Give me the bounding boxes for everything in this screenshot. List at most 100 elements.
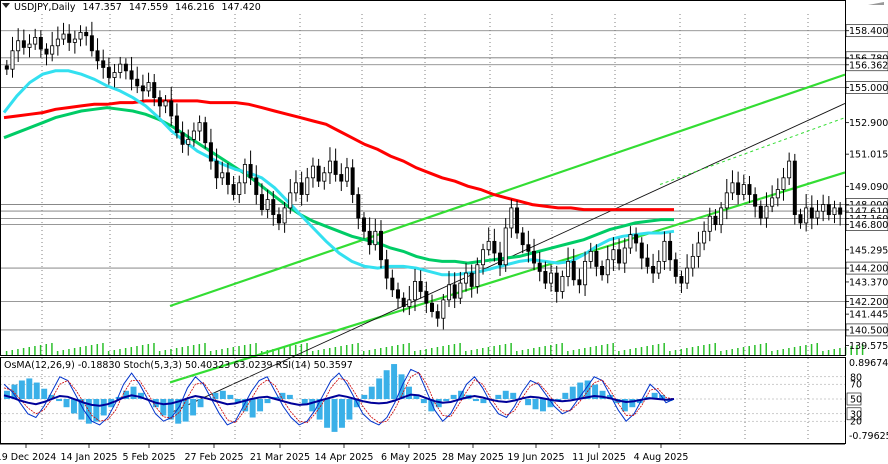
osma-bar [115,396,122,399]
volume-bar [317,350,320,355]
moving-averages [2,69,675,277]
candle-body [753,194,758,207]
osma-bar [383,370,390,399]
volume-bar [652,345,654,355]
osma-bar [160,399,167,416]
osma-bar [33,382,40,399]
candle-body [361,217,366,232]
date-tick-label: 14 Jan 2025 [61,452,118,463]
volume-bar [499,345,501,355]
volume-bar [691,347,694,355]
candle-body [577,279,582,286]
volume-bar [584,348,586,355]
candle-body [50,45,55,55]
rsi-line [3,393,675,407]
volume-bar [187,346,189,355]
osma-bar [339,399,345,428]
candle-body [4,65,9,70]
stoch-main-line [3,368,675,426]
candle-body [186,138,191,145]
osma-bar [212,392,219,399]
dropdown-arrow-icon[interactable] [2,3,10,8]
volume-bar [334,347,337,355]
date-tick-label: 27 Feb 2025 [184,452,243,463]
candle-body [316,165,321,182]
osma-bar [651,392,658,399]
volume-bar [141,345,144,355]
volume-bar [379,348,382,355]
osma-bar [584,380,591,399]
candle-body [237,182,242,195]
volume-bar [62,350,65,355]
candle-body [38,37,43,50]
volume-bar [771,351,773,355]
volume-bar [737,348,739,355]
candle-body [44,48,49,55]
price-tick-label: 143.370 [849,277,888,288]
candle-body [668,240,673,261]
volume-bar [674,350,677,355]
volume-bar [425,349,427,355]
price-tick-label: 156.362 [849,60,888,71]
volume-bar [640,347,643,355]
volume-bar [703,345,705,355]
price-tick-label: 141.445 [849,310,888,321]
price-tick-label: 140.500 [849,325,888,336]
candle-body [367,230,372,246]
candle-body [339,174,344,182]
volume-bar [396,345,399,355]
volume-bar [147,344,150,355]
candle-body [724,192,729,209]
candle-body [566,260,571,277]
volume-bar [765,343,767,355]
osma-bar [71,399,77,414]
volume-bar [822,351,824,355]
date-tick-label: 21 Mar 2025 [250,452,310,463]
osma-bar [175,399,182,424]
volume-bar [328,348,331,355]
candle-body [792,160,797,215]
volume-bar [459,343,461,355]
axes [0,0,846,445]
volume-bar [561,343,563,355]
candle-body [305,177,310,195]
volume-bar [68,349,70,355]
osma-bar [227,394,234,399]
volume-bar [102,343,104,355]
candle-body [220,172,225,179]
price-tick-label: 155.000 [849,83,888,94]
candle-body [146,82,151,92]
volume-bar [136,346,138,355]
volume-bar [175,348,178,355]
candle-body [628,234,633,249]
volume-bar [448,345,450,355]
volume-bar [861,344,864,355]
candle-body [191,130,196,140]
osc-axis-label: 50 [850,395,862,406]
candle-body [197,122,202,132]
candle-body [333,160,338,175]
volume-bar [340,346,342,355]
volume-bar [799,346,801,355]
candle-body [702,230,707,244]
candle-body [248,164,253,179]
candle-body [259,194,264,210]
candle-body [242,164,247,184]
osma-bar [264,399,271,404]
volume-bar [720,351,722,355]
scroll-arrow-icon[interactable] [868,2,884,5]
candle-body [622,247,627,264]
candle-body [72,38,77,43]
volume-bar [73,348,76,355]
candle-body [140,85,145,92]
volume-bar [567,351,569,355]
candle-body [33,37,38,45]
price-tick-label: 149.090 [849,182,888,193]
candle-body [412,281,417,301]
candle-body [588,250,593,262]
candle-body [520,232,525,246]
volume-bar [96,344,99,355]
candle-body [464,272,469,284]
candle-body [804,207,809,224]
candle-body [112,72,117,78]
